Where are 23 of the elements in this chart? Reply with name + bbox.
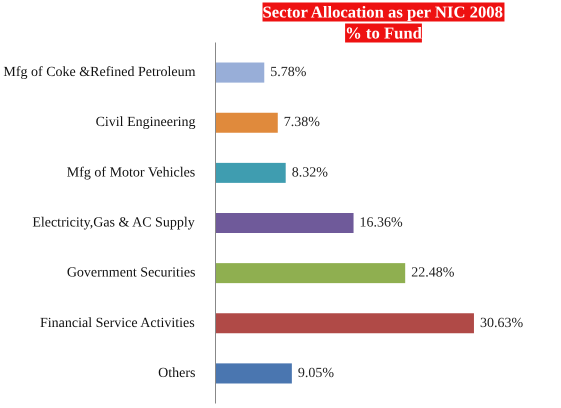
y-tick-label: Financial Service Activities bbox=[40, 316, 195, 331]
y-tick-label: Mfg of Motor Vehicles bbox=[66, 165, 196, 180]
data-label: 8.32% bbox=[292, 165, 328, 180]
y-tick-label: Mfg of Coke &Refined Petroleum bbox=[3, 65, 196, 80]
bar bbox=[216, 212, 354, 234]
y-tick-label: Civil Engineering bbox=[96, 115, 196, 130]
chart-subtitle: % to Fund bbox=[345, 24, 423, 42]
y-tick-label: Others bbox=[158, 366, 196, 381]
data-label: 5.78% bbox=[270, 65, 307, 80]
data-label: 22.48% bbox=[411, 266, 455, 281]
data-label: 30.63% bbox=[480, 316, 524, 331]
data-label: 7.38% bbox=[284, 115, 320, 130]
data-label: 16.36% bbox=[360, 216, 404, 230]
y-tick-label: Government Securities bbox=[66, 266, 196, 281]
bar bbox=[216, 162, 286, 183]
bar bbox=[216, 363, 292, 384]
chart-title: Sector Allocation as per NIC 2008 bbox=[262, 2, 503, 22]
y-tick-label: Electricity,Gas & AC Supply bbox=[32, 216, 195, 230]
data-label: 9.05% bbox=[298, 366, 334, 381]
bar bbox=[216, 112, 278, 133]
bar bbox=[216, 313, 474, 334]
bar bbox=[216, 62, 264, 83]
bar bbox=[216, 263, 406, 284]
